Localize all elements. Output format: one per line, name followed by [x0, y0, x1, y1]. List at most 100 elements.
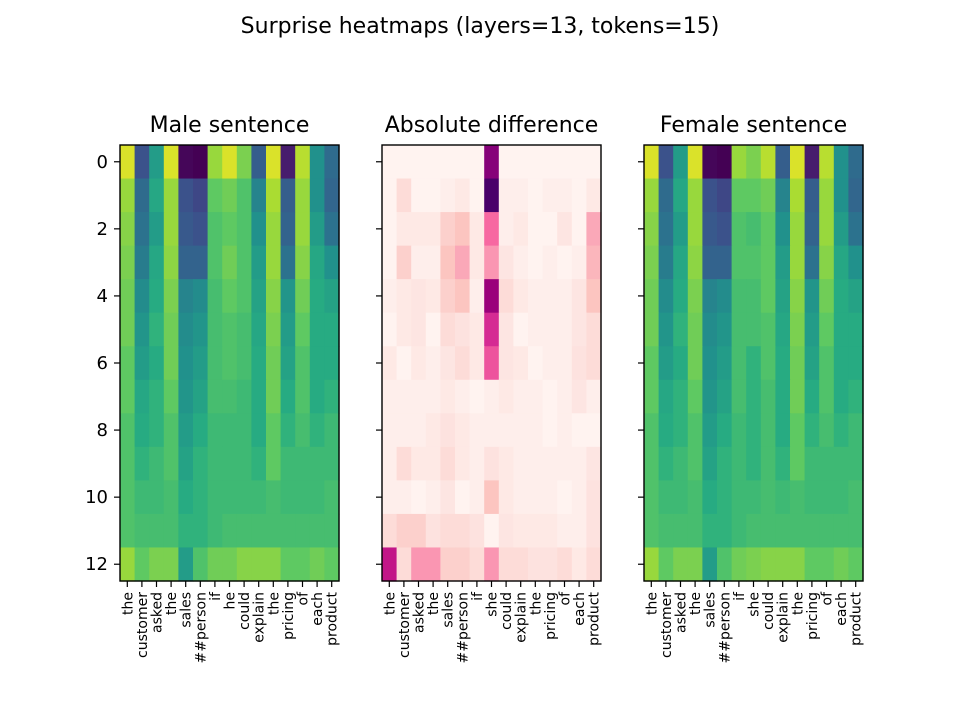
heatmap-cell — [149, 413, 165, 448]
heatmap-cell — [251, 547, 267, 582]
heatmap-cell — [455, 480, 471, 515]
heatmap-cell — [790, 413, 806, 448]
heatmap-cell — [760, 212, 776, 247]
heatmap-cell — [775, 312, 791, 347]
heatmap-cell — [702, 480, 718, 515]
heatmap-cell — [819, 212, 835, 247]
heatmap-cell — [425, 346, 441, 381]
heatmap-cell — [819, 480, 835, 515]
heatmap-cell — [804, 212, 820, 247]
heatmap-cell — [440, 379, 456, 414]
heatmap-cell — [513, 446, 529, 481]
heatmap-cell — [251, 245, 267, 280]
heatmap-cell — [557, 547, 573, 582]
heatmap-cell — [324, 178, 340, 213]
x-tick-label: product — [849, 592, 865, 646]
heatmap-cell — [717, 446, 733, 481]
heatmap-cell — [528, 346, 544, 381]
heatmap-cell — [804, 480, 820, 515]
heatmap-cell — [571, 245, 587, 280]
heatmap-cell — [484, 547, 500, 582]
heatmap-cell — [440, 513, 456, 549]
heatmap-cell — [425, 279, 441, 314]
x-tick-label: the — [120, 592, 136, 615]
heatmap-cell — [396, 245, 412, 280]
heatmap-cell — [775, 279, 791, 314]
heatmap-cell — [717, 413, 733, 448]
heatmap-cell — [222, 379, 238, 414]
heatmap-cell — [149, 279, 165, 314]
heatmap-cell — [207, 547, 223, 582]
heatmap-cell — [848, 379, 864, 414]
heatmap-cell — [702, 513, 718, 549]
heatmap-cell — [324, 413, 340, 448]
heatmap-cell — [382, 145, 398, 180]
heatmap-cell — [804, 413, 820, 448]
x-tick-label: each — [572, 592, 588, 626]
x-tick-label: she — [747, 592, 763, 617]
heatmap-cell — [498, 379, 514, 414]
heatmap-cell — [266, 212, 282, 247]
heatmap-cell — [542, 312, 558, 347]
x-tick-label: product — [325, 592, 341, 646]
x-tick-label: the — [426, 592, 442, 615]
heatmap-cell — [804, 346, 820, 381]
heatmap-cell — [222, 279, 238, 314]
heatmap-cell — [790, 212, 806, 247]
heatmap-cell — [644, 413, 660, 448]
heatmap-cell — [542, 212, 558, 247]
heatmap-cell — [673, 446, 689, 481]
heatmap-cell — [848, 178, 864, 213]
x-tick-label: he — [223, 592, 239, 610]
heatmap-cell — [513, 547, 529, 582]
heatmap-cell — [120, 212, 136, 247]
heatmap-cell — [266, 480, 282, 515]
heatmap-cell — [717, 145, 733, 180]
heatmap-cell — [440, 145, 456, 180]
heatmap-cell — [455, 245, 471, 280]
y-tick-label: 10 — [85, 487, 108, 508]
heatmap-cell — [411, 379, 427, 414]
heatmap-cell — [425, 513, 441, 549]
heatmap-cell — [266, 379, 282, 414]
heatmap-cell — [513, 178, 529, 213]
heatmap-cell — [425, 178, 441, 213]
heatmap-cell — [644, 446, 660, 481]
heatmap-cell — [134, 212, 150, 247]
heatmap-cell — [251, 212, 267, 247]
heatmap-cell — [848, 145, 864, 180]
heatmap-cell — [149, 212, 165, 247]
heatmap-cells — [644, 145, 864, 582]
heatmap-cell — [571, 178, 587, 213]
heatmap-cell — [266, 547, 282, 582]
heatmap-cell — [193, 245, 209, 280]
heatmap-cell — [542, 145, 558, 180]
heatmap-cell — [163, 379, 179, 414]
heatmap-cell — [134, 346, 150, 381]
heatmap-cell — [557, 346, 573, 381]
heatmap-cell — [251, 312, 267, 347]
heatmap-cell — [484, 346, 500, 381]
heatmap-cell — [658, 547, 674, 582]
heatmap-cell — [557, 513, 573, 549]
heatmap-cell — [440, 245, 456, 280]
heatmap-cell — [731, 379, 747, 414]
heatmap-cell — [746, 379, 762, 414]
heatmap-cell — [498, 312, 514, 347]
heatmap-cell — [673, 413, 689, 448]
heatmap-cell — [644, 212, 660, 247]
x-tick-label: the — [528, 592, 544, 615]
heatmap-cell — [542, 346, 558, 381]
heatmap-cell — [324, 346, 340, 381]
heatmap-cell — [469, 547, 485, 582]
heatmap-cell — [731, 346, 747, 381]
heatmap-cell — [163, 279, 179, 314]
heatmap-cell — [746, 513, 762, 549]
heatmap-cell — [848, 547, 864, 582]
heatmap-cell — [295, 346, 311, 381]
heatmap-cell — [717, 379, 733, 414]
x-tick-label: ##person — [717, 592, 733, 663]
heatmap-cell — [673, 346, 689, 381]
heatmap-cell — [586, 245, 602, 280]
heatmap-cell — [673, 178, 689, 213]
